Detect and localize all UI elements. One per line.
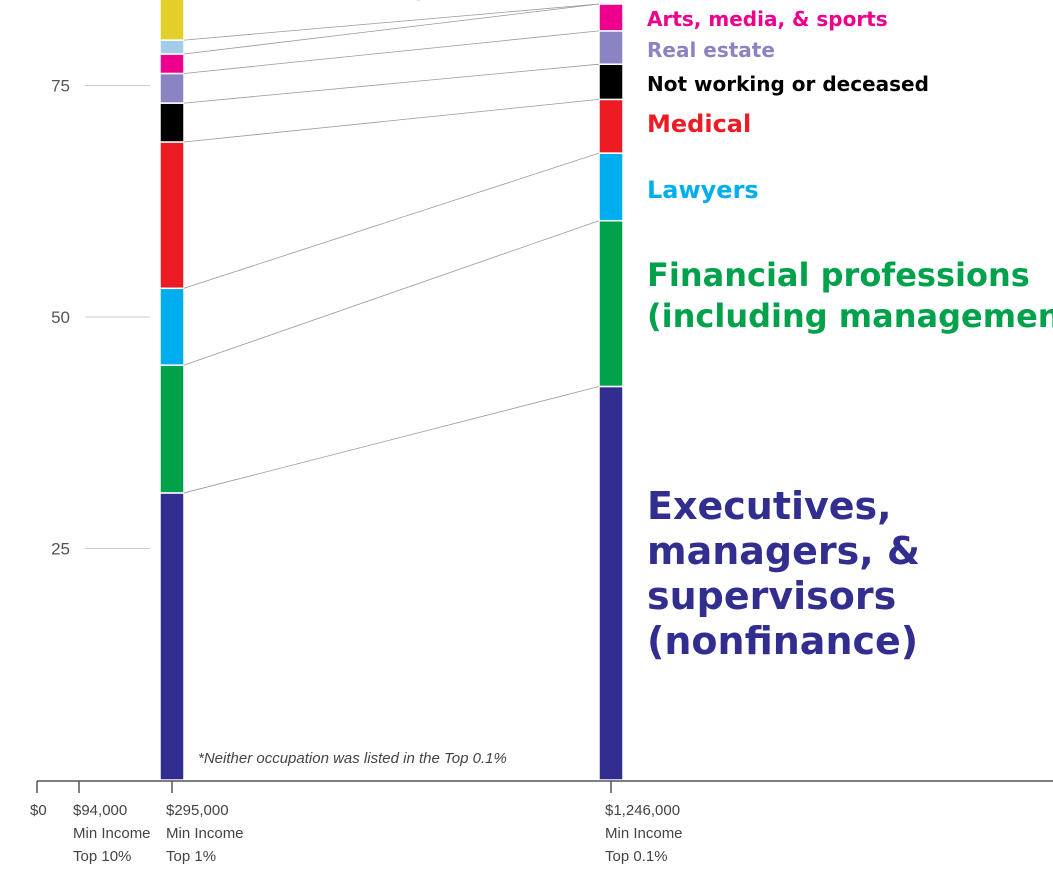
x-tick-label: $295,000 [166,802,229,819]
series-label: Executives, managers, & supervisors (nonfin… [647,484,920,663]
connector-line [183,220,600,366]
bar-segment [598,3,624,32]
bar-segment [598,219,624,388]
series-label-line: Real estate [647,38,775,62]
bar-segment [159,364,185,494]
y-tick-label: 25 [51,540,70,559]
bar-segment [159,287,185,366]
series-label-line: supervisors [647,574,896,618]
bar-segment [159,53,185,75]
x-tick-label: $94,000 [73,802,127,819]
connector-line [183,63,600,104]
bar-segment [159,102,185,143]
series-label-line: Lawyers [647,176,759,204]
series-label-line: managers, & [647,529,920,573]
connector-line [183,30,600,74]
series-label-line: Financial professions [647,256,1030,294]
bar-segment [159,492,185,781]
connector-line [183,152,600,289]
series-label-line: Not working or deceased [647,72,929,96]
y-tick-label: 75 [51,77,70,96]
series-label-line: (including management) [647,297,1053,335]
series-label: Lawyers [647,176,759,204]
x-tick-sublabel: Min Income [73,825,151,842]
bar-segment [159,72,185,104]
x-tick-sublabel: Top 10% [73,848,131,865]
connector-line [183,386,600,494]
bar-segment [159,141,185,290]
bar-segment [159,0,185,41]
bar-segment [598,152,624,222]
connector-line [183,3,600,55]
connector-line [183,3,600,41]
x-tick-sublabel: Min Income [166,825,244,842]
x-tick-label: $1,246,000 [605,802,680,819]
x-tick-sublabel: Min Income [605,825,683,842]
series-label-line: Medical [647,110,751,138]
series-label: Not working or deceased [647,72,929,96]
y-tick-label: 50 [51,308,70,327]
series-label-line: Arts, media, & sports [647,7,888,31]
bar-segment [159,39,185,55]
series-label: Arts, media, & sports [647,7,888,31]
footnote: *Neither occupation was listed in the To… [198,750,507,767]
connector-line [183,98,600,143]
x-tick-sublabel: Top 0.1% [605,848,668,865]
x-tick-sublabel: Top 1% [166,848,216,865]
series-label: Real estate [647,38,775,62]
series-label-line: (nonfinance) [647,619,918,663]
series-label: Financial professions (including manageme… [647,256,1053,335]
x-tick-label: $0 [30,802,47,819]
series-label-line: Executives, [647,484,892,528]
series-label: Medical [647,110,751,138]
bar-segment [598,98,624,154]
bar-segment [598,63,624,101]
bar-segment [598,385,624,781]
bar-segment [598,30,624,65]
